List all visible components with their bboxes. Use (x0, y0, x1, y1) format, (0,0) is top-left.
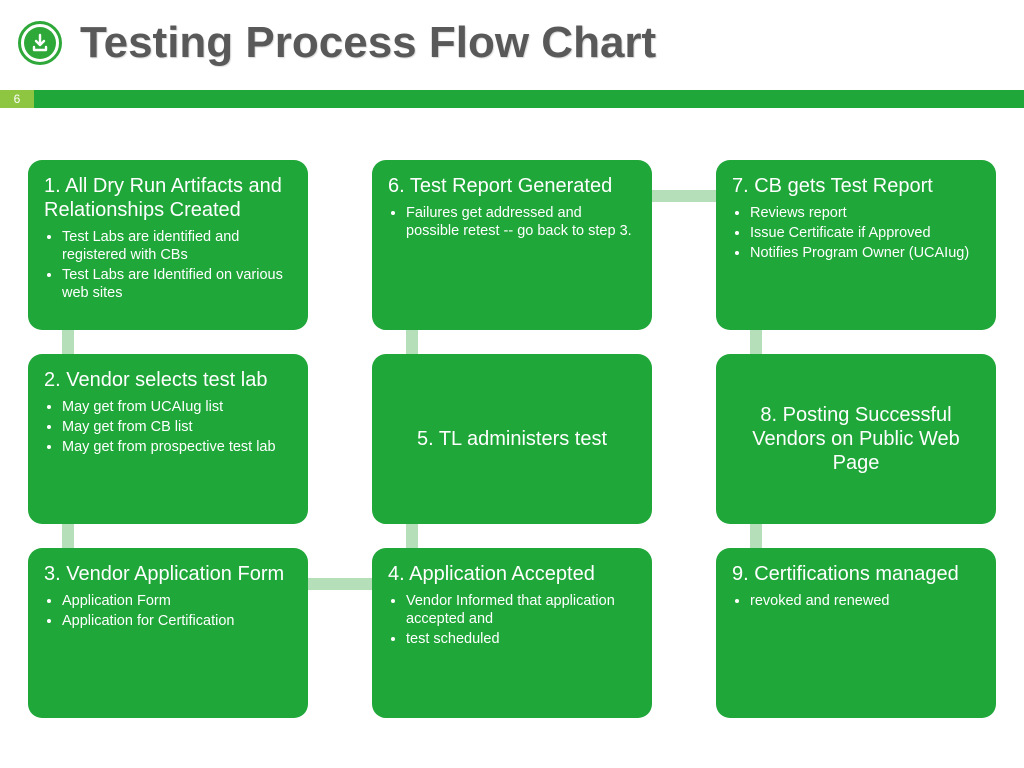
node-bullets: May get from UCAIug list May get from CB … (44, 398, 292, 456)
flowchart-area: 1. All Dry Run Artifacts and Relationshi… (28, 160, 996, 750)
node-bullet: Reviews report (750, 204, 980, 222)
slide-header: Testing Process Flow Chart (0, 0, 1024, 68)
node-bullet: test scheduled (406, 630, 636, 648)
node-bullet: Test Labs are identified and registered … (62, 228, 292, 264)
connector-n6-n7 (646, 190, 722, 202)
page-number: 6 (0, 90, 34, 108)
node-title: 5. TL administers test (417, 427, 607, 451)
node-bullet: Failures get addressed and possible rete… (406, 204, 636, 240)
flowchart-node-n4: 4. Application Accepted Vendor Informed t… (372, 548, 652, 718)
node-bullets: revoked and renewed (732, 592, 980, 610)
node-bullet: Notifies Program Owner (UCAIug) (750, 244, 980, 262)
flowchart-node-n3: 3. Vendor Application Form Application Fo… (28, 548, 308, 718)
node-bullet: May get from prospective test lab (62, 438, 292, 456)
node-bullet: May get from CB list (62, 418, 292, 436)
node-title: 8. Posting Successful Vendors on Public … (736, 403, 976, 475)
node-bullet: May get from UCAIug list (62, 398, 292, 416)
node-bullet: Vendor Informed that application accepte… (406, 592, 636, 628)
node-title: 9. Certifications managed (732, 562, 980, 586)
title-stripe-bar (34, 90, 1024, 108)
flowchart-node-n6: 6. Test Report Generated Failures get add… (372, 160, 652, 330)
download-icon (18, 21, 62, 65)
page-title: Testing Process Flow Chart (80, 18, 656, 68)
node-bullet: Application for Certification (62, 612, 292, 630)
node-bullets: Failures get addressed and possible rete… (388, 204, 636, 240)
node-title: 1. All Dry Run Artifacts and Relationshi… (44, 174, 292, 222)
node-bullets: Application Form Application for Certific… (44, 592, 292, 630)
flowchart-node-n1: 1. All Dry Run Artifacts and Relationshi… (28, 160, 308, 330)
flowchart-node-n2: 2. Vendor selects test lab May get from U… (28, 354, 308, 524)
connector-n3-n4 (302, 578, 378, 590)
node-bullets: Vendor Informed that application accepte… (388, 592, 636, 648)
title-stripe: 6 (0, 90, 1024, 108)
node-bullet: revoked and renewed (750, 592, 980, 610)
node-title: 4. Application Accepted (388, 562, 636, 586)
node-bullet: Test Labs are Identified on various web … (62, 266, 292, 302)
node-bullet: Application Form (62, 592, 292, 610)
node-title: 6. Test Report Generated (388, 174, 636, 198)
flowchart-node-n5: 5. TL administers test (372, 354, 652, 524)
node-bullets: Reviews report Issue Certificate if Appro… (732, 204, 980, 262)
flowchart-node-n7: 7. CB gets Test Report Reviews report Issu… (716, 160, 996, 330)
node-bullet: Issue Certificate if Approved (750, 224, 980, 242)
flowchart-node-n8: 8. Posting Successful Vendors on Public … (716, 354, 996, 524)
node-title: 2. Vendor selects test lab (44, 368, 292, 392)
node-title: 3. Vendor Application Form (44, 562, 292, 586)
flowchart-node-n9: 9. Certifications managed revoked and ren… (716, 548, 996, 718)
node-bullets: Test Labs are identified and registered … (44, 228, 292, 303)
node-title: 7. CB gets Test Report (732, 174, 980, 198)
